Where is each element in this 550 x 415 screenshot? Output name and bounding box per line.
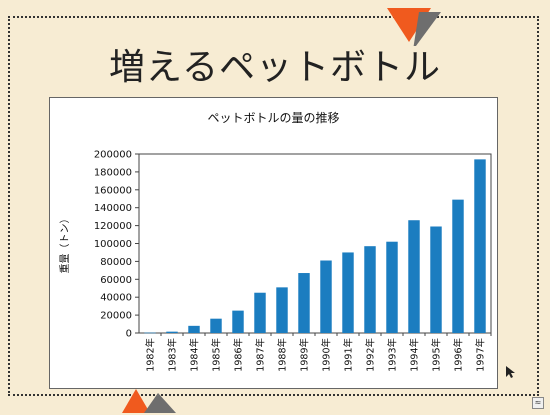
bar (210, 318, 222, 333)
bar (166, 331, 178, 333)
x-tick-label: 1983年 (167, 338, 179, 372)
x-tick-label: 1982年 (145, 338, 157, 372)
y-tick-label: 160000 (94, 185, 132, 196)
bar (188, 325, 200, 333)
bar (474, 159, 486, 333)
y-tick-label: 80000 (100, 257, 132, 268)
bar (276, 287, 288, 333)
x-tick-label: 1991年 (343, 338, 355, 372)
x-tick-label: 1992年 (365, 338, 377, 372)
bar (452, 199, 464, 333)
y-axis-label: 重量（トン） (58, 214, 71, 274)
chart-title: ペットボトルの量の推移 (207, 111, 340, 125)
y-tick-label: 140000 (94, 203, 132, 214)
bar (408, 220, 420, 333)
gray-triangle-top (413, 12, 441, 46)
x-tick-label: 1993年 (387, 338, 399, 372)
mouse-cursor-icon (506, 366, 515, 378)
triangle-decoration-bottom (122, 389, 176, 413)
y-tick-label: 0 (126, 329, 132, 340)
y-tick-label: 40000 (100, 293, 132, 304)
y-tick-label: 20000 (100, 311, 132, 322)
y-tick-label: 200000 (94, 150, 132, 161)
presentation-toolbar-icon[interactable]: ≈ (532, 397, 544, 409)
y-tick-label: 180000 (94, 167, 132, 178)
x-tick-label: 1994年 (409, 338, 421, 372)
orange-triangle-bottom (122, 389, 150, 413)
bar (232, 310, 244, 333)
x-tick-label: 1984年 (189, 338, 201, 372)
bar (298, 273, 310, 333)
bar (144, 332, 156, 334)
x-tick-label: 1990年 (321, 338, 333, 372)
triangle-decoration-top (387, 8, 441, 46)
x-tick-label: 1995年 (431, 338, 443, 372)
x-tick-label: 1997年 (475, 338, 487, 372)
x-tick-label: 1987年 (255, 338, 267, 372)
x-tick-label: 1988年 (277, 338, 289, 372)
x-tick-label: 1985年 (211, 338, 223, 372)
x-tick-label: 1989年 (299, 338, 311, 372)
chart-panel: ペットボトルの量の推移 0 20000 40000 60000 80000 100000 1… (49, 97, 498, 389)
y-tick-label: 100000 (94, 239, 132, 250)
gray-triangle-bottom (144, 393, 176, 413)
slide-title: 増えるペットボトル (109, 47, 441, 88)
y-tick-label: 120000 (94, 221, 132, 232)
bar (342, 252, 354, 333)
x-tick-label: 1996年 (453, 338, 465, 372)
x-tick-label: 1986年 (233, 338, 245, 372)
bar (430, 226, 442, 333)
bar (386, 241, 398, 333)
slide-dotted-frame (8, 16, 539, 396)
bar-chart: 0 20000 40000 60000 80000 100000 120000 140000 1… (58, 150, 492, 372)
y-tick-label: 60000 (100, 275, 132, 286)
bar (364, 246, 376, 333)
bar (320, 260, 332, 333)
bar (254, 292, 266, 333)
